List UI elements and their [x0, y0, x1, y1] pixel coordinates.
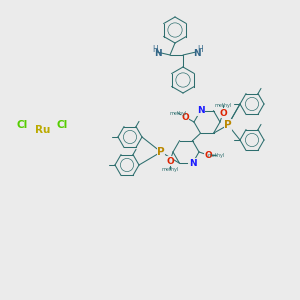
Text: Cl: Cl [16, 120, 28, 130]
Text: P: P [224, 120, 232, 130]
Text: Ru: Ru [35, 125, 51, 135]
Text: methyl: methyl [161, 167, 178, 172]
Text: O: O [219, 109, 227, 118]
Text: P: P [157, 147, 165, 157]
Text: methyl: methyl [214, 103, 232, 107]
Text: N: N [189, 159, 196, 168]
Text: methyl: methyl [169, 110, 187, 116]
Text: Cl: Cl [56, 120, 68, 130]
Text: N: N [197, 106, 204, 115]
Text: methyl: methyl [207, 152, 225, 158]
Text: O: O [181, 112, 189, 122]
Text: N: N [154, 49, 162, 58]
Text: H: H [152, 44, 158, 53]
Text: N: N [193, 49, 201, 58]
Text: H: H [197, 46, 203, 55]
Text: O: O [166, 157, 174, 166]
Text: O: O [204, 151, 212, 160]
